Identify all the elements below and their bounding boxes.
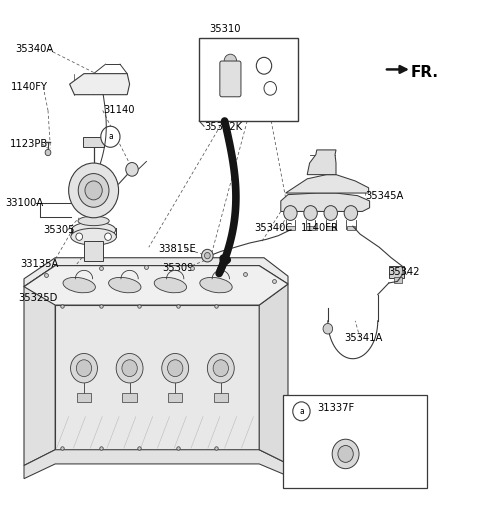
- Circle shape: [338, 446, 353, 462]
- Circle shape: [324, 206, 337, 220]
- Text: 35340C: 35340C: [254, 222, 293, 233]
- Bar: [77, 393, 91, 402]
- Circle shape: [85, 181, 102, 200]
- Circle shape: [105, 233, 111, 240]
- Text: 35309: 35309: [162, 262, 194, 273]
- Bar: [347, 226, 355, 230]
- Text: 35310: 35310: [209, 24, 240, 35]
- Circle shape: [207, 353, 234, 383]
- Bar: [389, 266, 404, 278]
- Text: 35342: 35342: [388, 267, 420, 278]
- Circle shape: [202, 249, 213, 262]
- Bar: [326, 226, 335, 230]
- Text: 35325D: 35325D: [18, 292, 58, 303]
- Circle shape: [78, 174, 109, 207]
- Polygon shape: [307, 150, 336, 175]
- Circle shape: [224, 54, 237, 68]
- Text: a: a: [108, 132, 113, 141]
- Bar: [83, 137, 104, 147]
- Text: 1123PB: 1123PB: [10, 139, 48, 149]
- Ellipse shape: [154, 277, 187, 293]
- Bar: [84, 241, 103, 261]
- Text: 35345A: 35345A: [366, 190, 404, 201]
- Text: a: a: [299, 407, 304, 416]
- Text: FR.: FR.: [410, 65, 438, 80]
- Circle shape: [101, 126, 120, 147]
- Polygon shape: [70, 74, 130, 95]
- Text: 1140FY: 1140FY: [11, 82, 48, 92]
- Text: 31337F: 31337F: [317, 403, 354, 413]
- Ellipse shape: [78, 216, 109, 226]
- Circle shape: [304, 206, 317, 220]
- Circle shape: [344, 206, 358, 220]
- Circle shape: [45, 149, 51, 156]
- Ellipse shape: [72, 222, 116, 238]
- Text: 33135A: 33135A: [20, 258, 59, 269]
- Circle shape: [116, 353, 143, 383]
- Text: 33100A: 33100A: [5, 198, 43, 208]
- Polygon shape: [24, 258, 288, 287]
- Polygon shape: [24, 266, 55, 466]
- Bar: [286, 226, 295, 230]
- Circle shape: [284, 206, 297, 220]
- Circle shape: [71, 353, 97, 383]
- Polygon shape: [55, 305, 259, 450]
- Bar: [199, 38, 298, 121]
- Bar: [168, 393, 182, 402]
- Ellipse shape: [108, 277, 141, 293]
- Text: 33815E: 33815E: [158, 244, 196, 254]
- Polygon shape: [259, 284, 288, 464]
- Circle shape: [122, 360, 137, 377]
- Polygon shape: [286, 175, 369, 193]
- Polygon shape: [24, 450, 288, 479]
- Circle shape: [293, 402, 310, 421]
- Circle shape: [76, 360, 92, 377]
- Circle shape: [162, 353, 189, 383]
- Circle shape: [126, 163, 138, 176]
- Text: 35305: 35305: [43, 225, 75, 236]
- Circle shape: [323, 323, 333, 334]
- Polygon shape: [24, 266, 288, 305]
- Bar: [394, 277, 402, 283]
- FancyBboxPatch shape: [220, 61, 241, 97]
- Circle shape: [69, 163, 119, 218]
- Text: 35341A: 35341A: [345, 332, 383, 343]
- Text: 35312K: 35312K: [204, 122, 242, 133]
- Polygon shape: [281, 193, 370, 211]
- Bar: [283, 394, 427, 488]
- Circle shape: [168, 360, 183, 377]
- Bar: [306, 226, 315, 230]
- Bar: [214, 393, 228, 402]
- Text: 31140: 31140: [103, 105, 135, 116]
- Text: 1140FR: 1140FR: [301, 222, 339, 233]
- Circle shape: [213, 360, 228, 377]
- Ellipse shape: [71, 228, 117, 245]
- Circle shape: [204, 252, 210, 259]
- Ellipse shape: [200, 277, 232, 293]
- Text: 35340A: 35340A: [15, 44, 54, 55]
- Ellipse shape: [63, 277, 96, 293]
- Circle shape: [332, 439, 359, 469]
- Bar: [122, 393, 137, 402]
- Circle shape: [76, 233, 83, 240]
